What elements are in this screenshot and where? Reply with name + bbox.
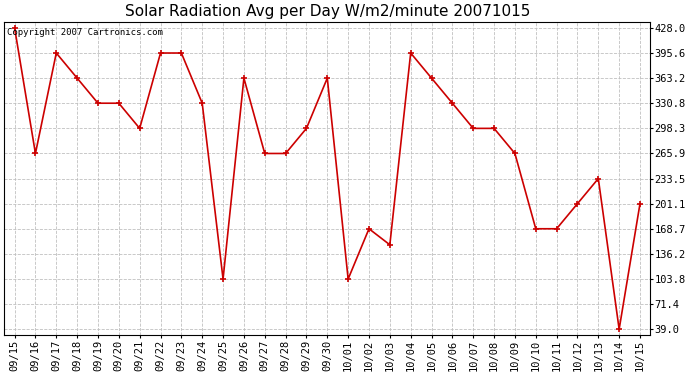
Text: Copyright 2007 Cartronics.com: Copyright 2007 Cartronics.com [8, 28, 164, 37]
Title: Solar Radiation Avg per Day W/m2/minute 20071015: Solar Radiation Avg per Day W/m2/minute … [125, 4, 530, 19]
